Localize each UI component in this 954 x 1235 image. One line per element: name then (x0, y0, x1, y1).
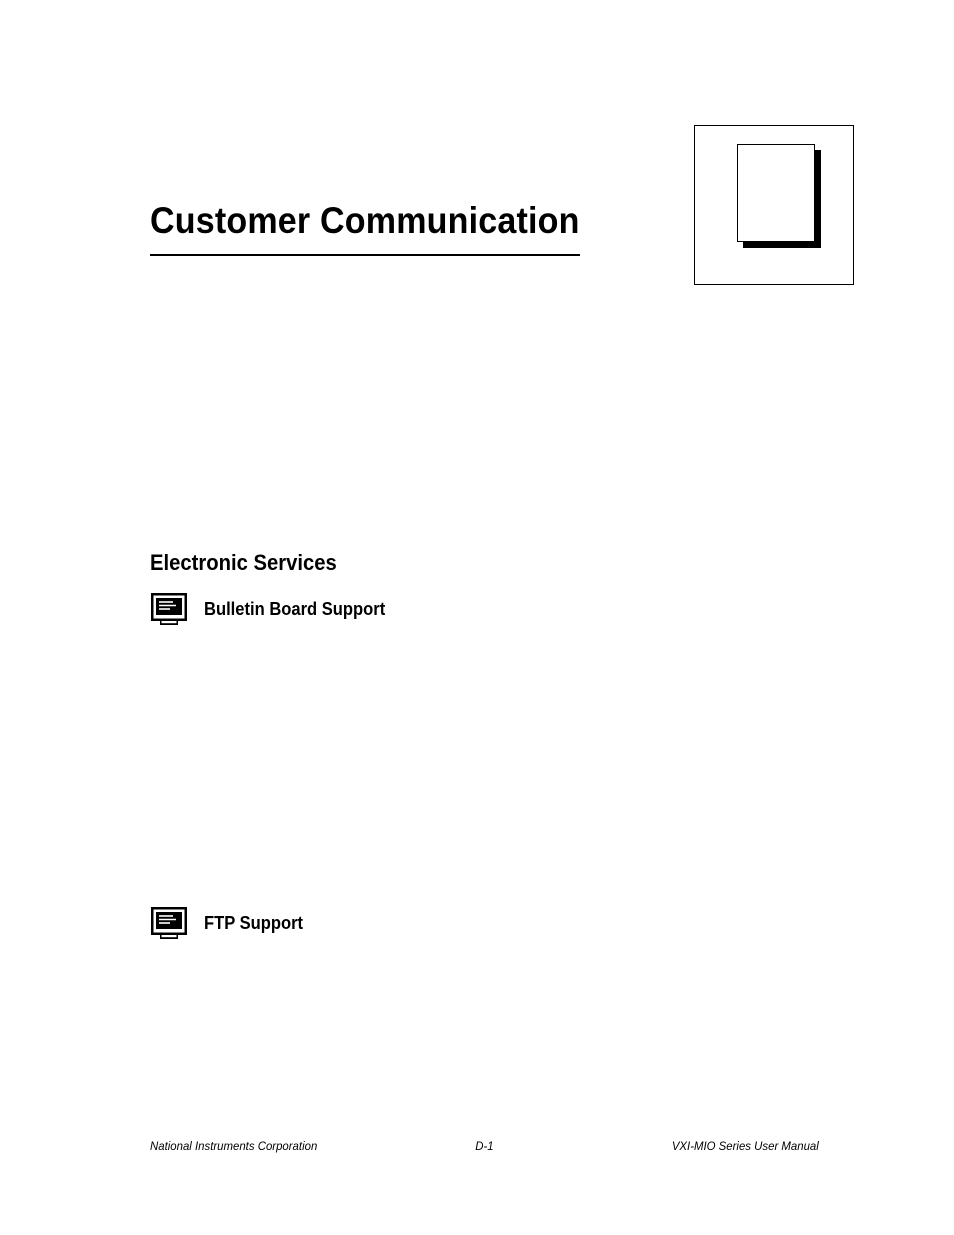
footer-left: National Instruments Corporation (150, 1139, 317, 1153)
subsection-heading-ftp: FTP Support (204, 913, 303, 934)
document-page: Customer Communication Electronic Servic… (0, 0, 954, 1235)
title-underline (150, 254, 580, 256)
monitor-icon (150, 592, 188, 626)
monitor-icon (150, 906, 188, 940)
page-header: Customer Communication (150, 130, 854, 290)
subsection-heading-bbs: Bulletin Board Support (204, 599, 385, 620)
chapter-page-icon (737, 144, 815, 242)
page-footer: National Instruments Corporation D-1 VXI… (150, 1139, 819, 1153)
section-heading-electronic-services: Electronic Services (150, 550, 798, 576)
subsection-bulletin-board: Bulletin Board Support (150, 592, 854, 626)
subsection-ftp: FTP Support (150, 906, 854, 940)
footer-right: VXI-MIO Series User Manual (672, 1139, 819, 1153)
footer-page-number: D-1 (475, 1139, 493, 1153)
page-title: Customer Communication (150, 200, 580, 242)
chapter-marker-box (694, 125, 854, 285)
